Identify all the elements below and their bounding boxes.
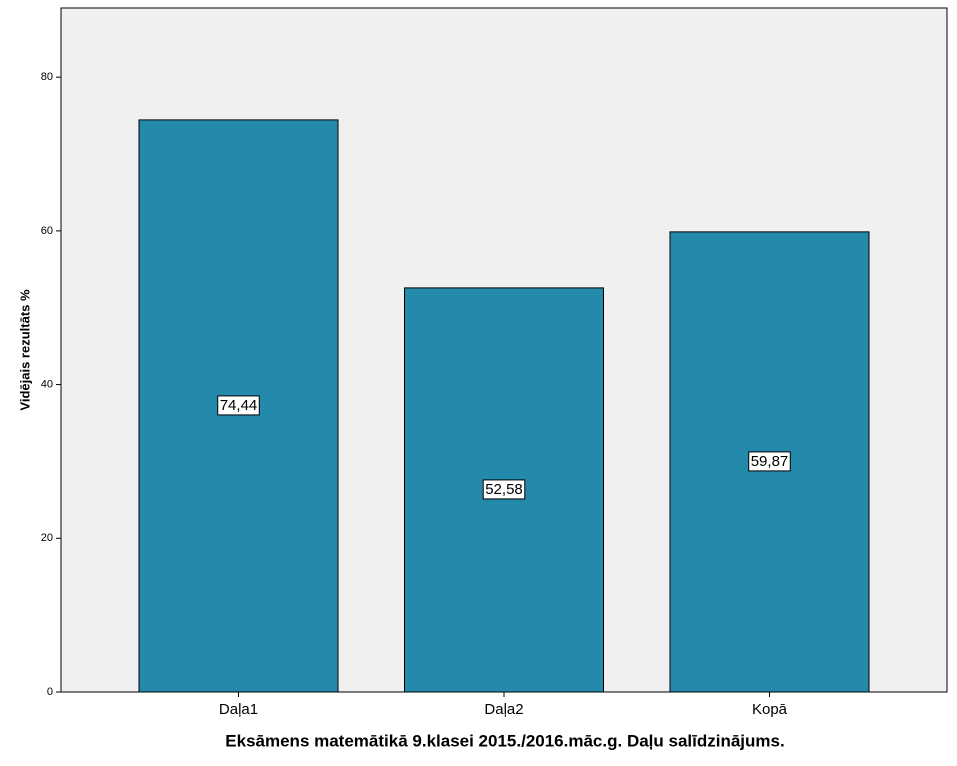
value-label-box [217, 395, 260, 416]
x-tick-label: Kopā [752, 701, 788, 718]
value-label: 52,58 [485, 481, 523, 498]
value-label-box [482, 479, 526, 500]
value-label-box [748, 451, 791, 472]
y-tick-label: 0 [47, 686, 53, 698]
y-tick-label: 80 [41, 71, 53, 83]
value-label: 59,87 [751, 453, 789, 470]
y-tick-label: 20 [41, 532, 53, 544]
x-tick-label: Daļa1 [219, 701, 258, 718]
x-axis-title: Eksāmens matemātikā 9.klasei 2015./2016.… [225, 731, 784, 750]
y-axis-title: Vidējais rezultāts % [17, 289, 32, 411]
y-tick-label: 40 [41, 378, 53, 390]
y-tick-label: 60 [41, 225, 53, 237]
value-label: 74,44 [220, 397, 258, 414]
x-tick-label: Daļa2 [484, 701, 523, 718]
